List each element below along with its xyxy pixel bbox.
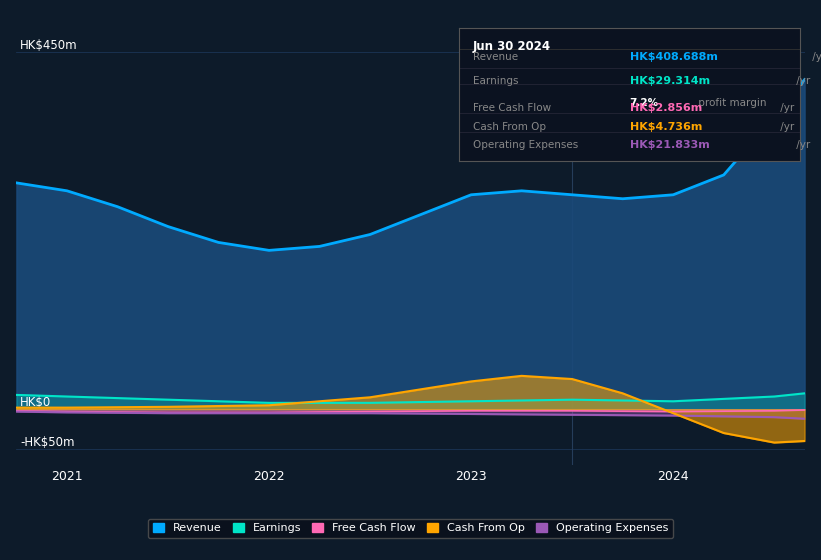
Text: Jun 30 2024: Jun 30 2024 [473,40,551,53]
Text: Free Cash Flow: Free Cash Flow [473,103,551,113]
Text: /yr: /yr [810,52,821,62]
Text: Earnings: Earnings [473,76,519,86]
Text: HK$21.833m: HK$21.833m [630,140,709,150]
Text: profit margin: profit margin [695,97,767,108]
Text: -HK$50m: -HK$50m [21,436,75,449]
Text: HK$2.856m: HK$2.856m [630,103,702,113]
Text: HK$29.314m: HK$29.314m [630,76,709,86]
Text: /yr: /yr [793,76,810,86]
Text: Revenue: Revenue [473,52,518,62]
Text: HK$0: HK$0 [21,396,52,409]
Text: 7.2%: 7.2% [630,97,658,108]
Text: Operating Expenses: Operating Expenses [473,140,578,150]
Text: HK$450m: HK$450m [21,39,78,52]
Text: /yr: /yr [777,122,794,132]
Text: /yr: /yr [793,140,810,150]
Text: HK$4.736m: HK$4.736m [630,122,702,132]
Legend: Revenue, Earnings, Free Cash Flow, Cash From Op, Operating Expenses: Revenue, Earnings, Free Cash Flow, Cash … [149,519,672,538]
Text: Cash From Op: Cash From Op [473,122,546,132]
Text: HK$408.688m: HK$408.688m [630,52,718,62]
Text: /yr: /yr [777,103,794,113]
